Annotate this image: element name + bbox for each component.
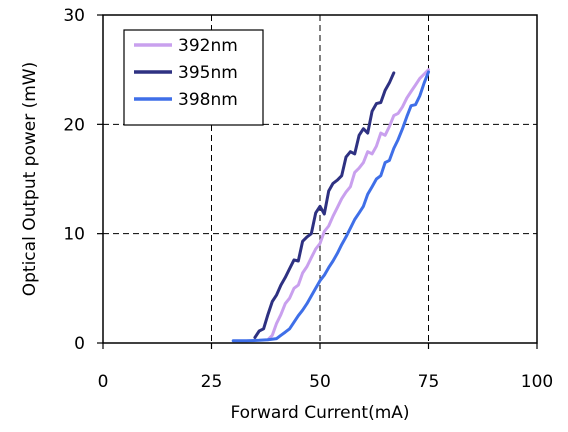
legend-entry: 395nm — [178, 63, 238, 83]
y-tick-label: 20 — [63, 115, 85, 135]
series-line-0 — [266, 68, 430, 342]
y-tick-label: 0 — [74, 334, 85, 354]
x-axis-label: Forward Current(mA) — [230, 403, 409, 423]
y-axis-label: Optical Output power (mW) — [20, 62, 40, 297]
series-lines — [231, 68, 430, 343]
series-line-1 — [253, 71, 396, 339]
x-tick-label: 75 — [418, 372, 440, 392]
x-tick-label: 50 — [309, 372, 331, 392]
tick-labels: 0 25 50 75 100 0 10 20 30 — [63, 6, 553, 392]
series-line-2 — [231, 70, 430, 343]
y-tick-label: 10 — [63, 225, 85, 245]
x-tick-label: 25 — [201, 372, 223, 392]
y-tick-label: 30 — [63, 6, 85, 26]
legend: 392nm 395nm 398nm — [123, 29, 264, 126]
x-tick-label: 0 — [98, 372, 109, 392]
legend-entry: 398nm — [178, 90, 238, 110]
legend-entry: 392nm — [178, 36, 238, 56]
x-tick-label: 100 — [521, 372, 553, 392]
